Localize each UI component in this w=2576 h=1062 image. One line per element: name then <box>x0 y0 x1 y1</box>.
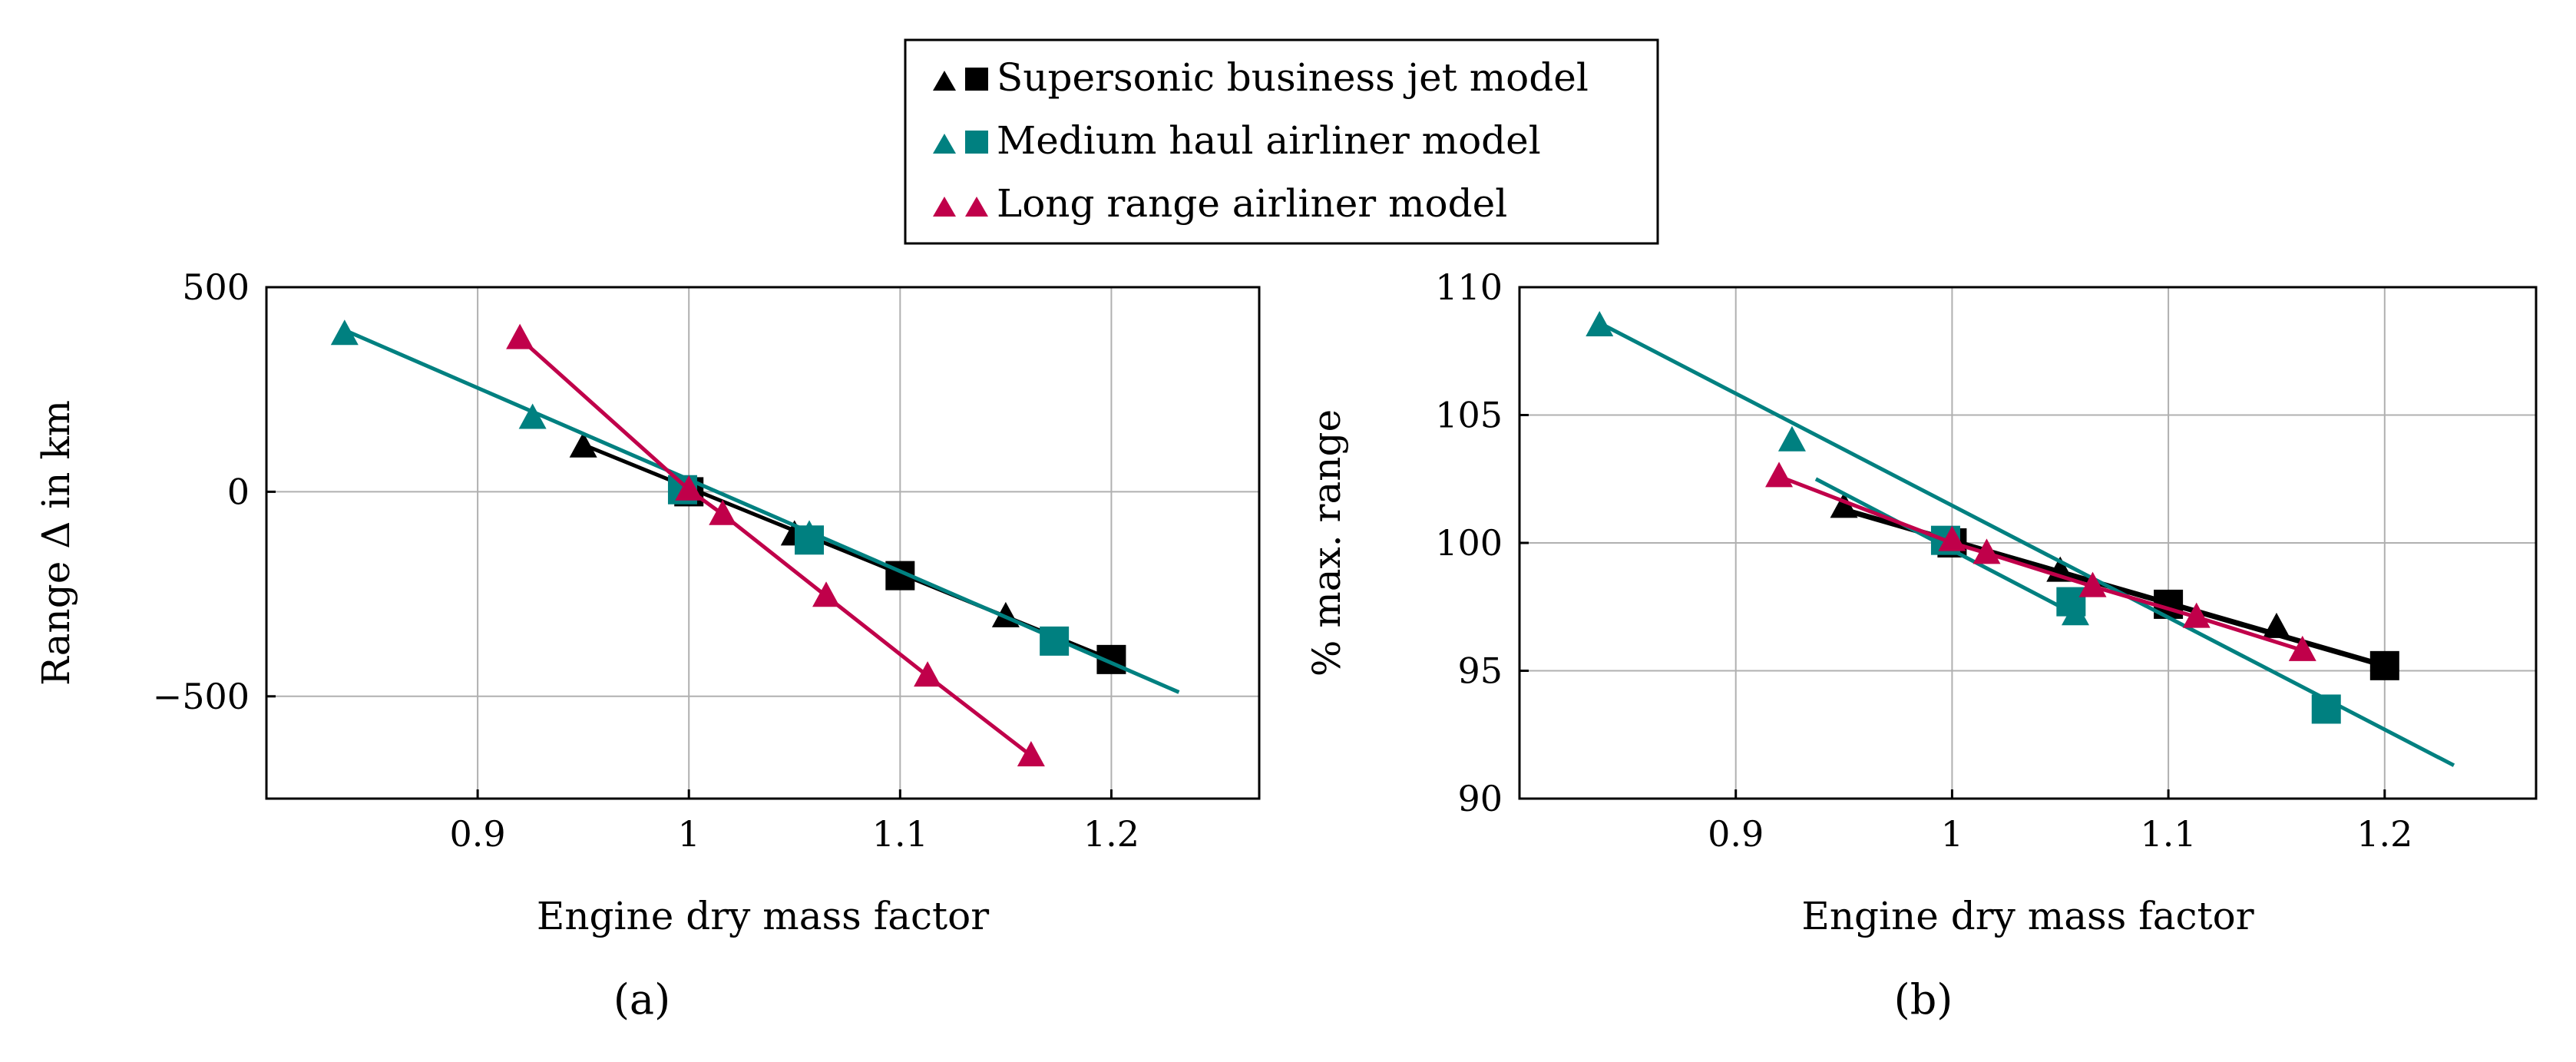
x-tick-label: 0.9 <box>450 813 506 855</box>
legend-entry-medium-haul: Medium haul airliner model <box>933 118 1541 163</box>
x-tick-label: 1 <box>1941 813 1963 855</box>
legend-triangle-icon <box>933 197 956 217</box>
triangle-marker <box>1830 492 1858 518</box>
y-tick-label: 95 <box>1457 650 1503 692</box>
triangle-marker <box>1017 741 1045 767</box>
x-tick-label: 1.1 <box>872 813 928 855</box>
triangle-marker <box>675 475 703 501</box>
legend-label-long-range: Long range airliner model <box>997 181 1507 226</box>
triangle-marker <box>506 323 534 349</box>
chart-a: 0.9 1 1.1 1.2 −500 0 500 Engine dry mass factor… <box>34 266 1261 1024</box>
y-tick-label: 100 <box>1435 522 1503 564</box>
y-axis-title: Range Δ in km <box>34 400 78 686</box>
y-tick-label: 105 <box>1435 395 1503 436</box>
triangle-marker <box>569 432 597 458</box>
x-tick-label: 1.2 <box>2356 813 2412 855</box>
square-marker <box>2311 694 2341 724</box>
y-tick-label: 0 <box>227 471 250 512</box>
legend-triangle-icon <box>933 71 956 91</box>
y-tick-label: 500 <box>182 266 250 308</box>
series-2 <box>330 319 1180 694</box>
triangle-marker <box>1765 462 1794 488</box>
triangle-marker <box>1938 525 1966 551</box>
series-1 <box>1830 492 2399 680</box>
triangle-marker <box>330 319 359 346</box>
triangle-marker <box>2182 602 2211 628</box>
chart-b: 0.9 1 1.1 1.2 90 95 100 105 110 Engine dry mass f… <box>1305 266 2538 1024</box>
triangle-marker <box>1973 538 2001 564</box>
plot-frame <box>265 286 1261 800</box>
legend-box <box>904 38 1659 245</box>
x-tick-label: 1.2 <box>1083 813 1139 855</box>
y-tick-label: −500 <box>153 676 250 717</box>
legend-entry-long-range: Long range airliner model <box>933 181 1507 226</box>
legend: Supersonic business jet model Medium hau… <box>904 38 1659 245</box>
triangle-marker <box>1586 310 1614 336</box>
series-3 <box>1765 462 2316 661</box>
legend-square-icon <box>965 131 988 154</box>
x-tick-label: 1 <box>678 813 700 855</box>
y-tick-label: 90 <box>1457 778 1503 819</box>
legend-entry-supersonic: Supersonic business jet model <box>933 55 1589 100</box>
legend-triangle-icon <box>933 134 956 154</box>
triangle-marker <box>709 499 737 525</box>
triangle-marker <box>2288 635 2316 661</box>
legend-square-icon <box>965 68 988 91</box>
series-3 <box>506 323 1045 767</box>
legend-triangle-icon <box>965 197 988 217</box>
square-marker <box>1040 626 1070 656</box>
x-axis-title: Engine dry mass factor <box>537 894 989 938</box>
x-axis-title: Engine dry mass factor <box>1801 894 2254 938</box>
triangle-marker <box>795 520 824 546</box>
square-marker <box>2369 650 2399 680</box>
triangle-marker <box>518 403 547 429</box>
triangle-marker <box>1777 425 1806 452</box>
triangle-marker <box>2262 612 2290 638</box>
triangle-marker <box>2061 600 2089 626</box>
series-2 <box>1586 310 2455 767</box>
series-line <box>1599 321 2455 767</box>
y-tick-label: 110 <box>1435 266 1503 308</box>
triangle-marker <box>914 661 942 687</box>
triangle-marker <box>2078 571 2107 597</box>
subfigure-caption: (a) <box>613 975 670 1024</box>
legend-label-medium-haul: Medium haul airliner model <box>997 118 1541 163</box>
series-line <box>1778 475 2303 653</box>
x-tick-label: 0.9 <box>1708 813 1764 855</box>
series-line <box>518 336 1033 758</box>
subfigure-caption: (b) <box>1894 975 1953 1024</box>
legend-label-supersonic: Supersonic business jet model <box>997 55 1589 100</box>
triangle-marker <box>812 581 841 607</box>
x-tick-label: 1.1 <box>2141 813 2197 855</box>
y-axis-title: % max. range <box>1305 409 1349 677</box>
